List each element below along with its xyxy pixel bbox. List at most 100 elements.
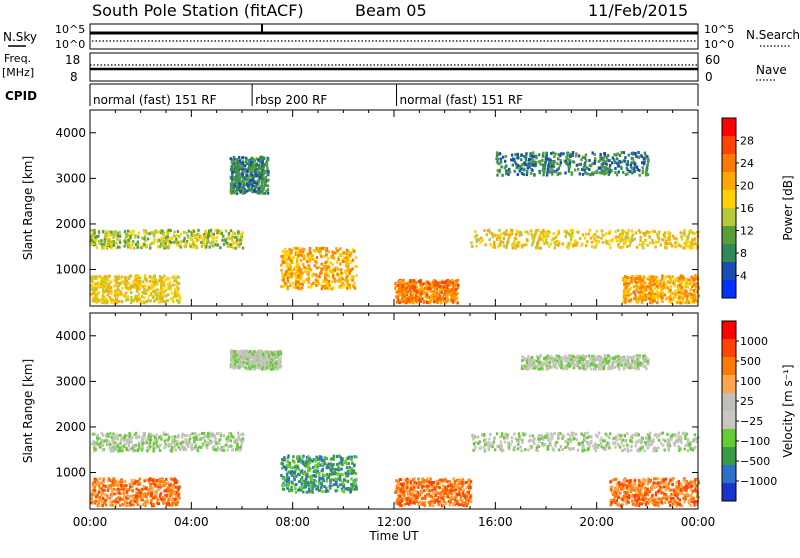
data-cell [565,156,567,159]
data-cell [654,230,656,233]
data-cell [657,236,659,239]
data-cell [679,245,681,248]
data-cell [140,283,142,286]
data-cell [545,239,547,242]
data-cell [557,157,559,160]
data-cell [499,242,501,245]
data-cell [263,363,265,366]
data-cell [174,291,176,294]
data-cell [125,496,127,499]
data-cell [396,291,398,294]
data-cell [161,230,163,233]
data-cell [215,442,217,445]
data-cell [104,297,106,300]
data-cell [219,246,221,249]
data-cell [683,295,685,298]
nsky-tick-top: 10^5 [55,23,85,36]
data-cell [309,255,311,258]
data-cell [310,269,312,272]
data-cell [653,283,655,286]
data-cell [455,298,457,301]
data-cell [111,489,113,492]
data-cell [315,284,317,287]
data-cell [400,289,402,292]
data-cell [426,291,428,294]
data-cell [594,153,596,156]
data-cell [409,280,411,283]
data-cell [525,163,527,166]
data-cell [455,280,457,283]
y-tick-label: 2000 [55,217,86,231]
data-cell [246,357,248,360]
data-cell [220,432,222,435]
data-cell [262,175,264,178]
data-cell [539,163,541,166]
data-cell [307,281,309,284]
data-cell [103,478,105,481]
data-cell [617,152,619,155]
data-cell [168,487,170,490]
data-cell [608,159,610,162]
data-cell [331,288,333,291]
data-cell [233,165,235,168]
data-cell [267,158,269,161]
data-cell [151,242,153,245]
data-cell [340,468,342,471]
data-cell [587,233,589,236]
data-cell [670,285,672,288]
data-cell [434,284,436,287]
data-cell [336,279,338,282]
data-cell [631,281,633,284]
data-cell [264,170,266,173]
data-cell [204,235,206,238]
data-cell [287,280,289,283]
data-cell [624,301,626,304]
data-cell [427,287,429,290]
data-cell [266,165,268,168]
data-cell [94,232,96,235]
data-cell [558,231,560,234]
data-cell [684,285,686,288]
data-cell [664,276,666,279]
data-cell [294,487,296,490]
data-cell [615,230,617,233]
data-cell [584,171,586,174]
data-cell [125,299,127,302]
data-cell [533,155,535,158]
data-cell [210,234,212,237]
data-cell [347,264,349,267]
data-cell [542,239,544,242]
data-cell [504,160,506,163]
data-cell [125,504,127,507]
colorbar-swatch [722,208,736,227]
data-cell [141,237,143,240]
data-cell [92,236,94,239]
data-cell [220,448,222,451]
data-cell [138,232,140,235]
data-cell [577,168,579,171]
data-cell [120,277,122,280]
data-cell [119,481,121,484]
data-cell [150,499,152,502]
data-cell [624,278,626,281]
data-cell [175,283,177,286]
data-cell [138,489,140,492]
data-cell [92,300,94,303]
data-cell [326,272,328,275]
data-cell [399,280,401,283]
data-cell [94,489,96,492]
data-cell [242,247,244,250]
data-cell [149,280,151,283]
data-cell [406,282,408,285]
data-cell [146,493,148,496]
data-cell [257,169,259,172]
data-cell [644,152,646,155]
y-tick-label: 3000 [55,171,86,185]
data-cell [627,160,629,163]
data-cell [116,483,118,486]
data-cell [638,296,640,299]
data-cell [308,277,310,280]
data-cell [683,229,685,232]
data-cell [100,491,102,494]
data-cell [106,301,108,304]
